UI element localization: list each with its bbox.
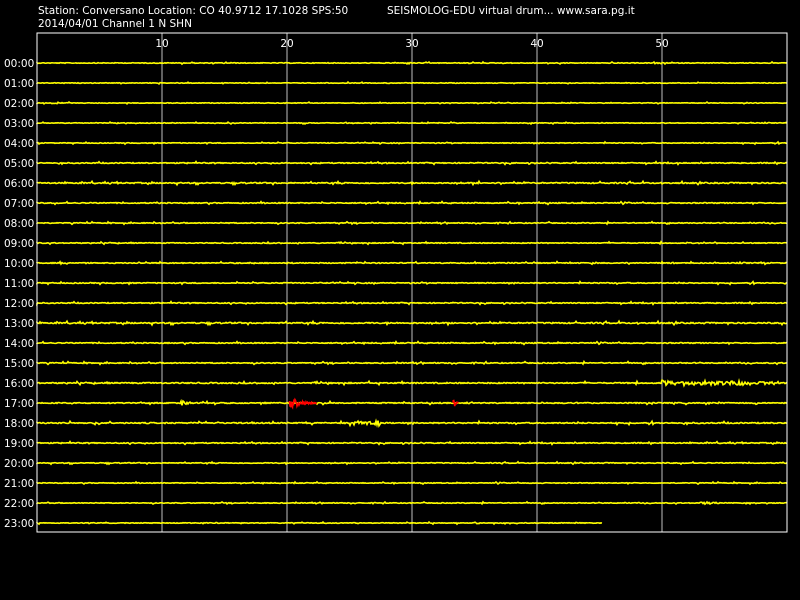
x-tick-label: 50 <box>655 38 668 50</box>
trace-row-1800 <box>36 418 788 428</box>
trace-row-0700 <box>36 200 788 206</box>
hour-label: 09:00 <box>4 238 34 250</box>
trace-row-0100 <box>36 80 788 86</box>
station-info: Station: Conversano Location: CO 40.9712… <box>38 5 349 17</box>
hour-label: 19:00 <box>4 438 34 450</box>
hour-label: 20:00 <box>4 458 34 470</box>
trace-row-1000 <box>36 260 788 266</box>
x-tick-labels: 10 20 30 40 50 <box>155 38 668 50</box>
trace-row-1500 <box>36 359 788 366</box>
trace-row-1100 <box>36 280 788 286</box>
hour-label: 14:00 <box>4 338 34 350</box>
trace-row-2000 <box>36 460 788 466</box>
hour-label: 11:00 <box>4 278 34 290</box>
trace-row-1300 <box>36 319 788 327</box>
hour-label: 02:00 <box>4 98 34 110</box>
x-tick-label: 20 <box>280 38 293 50</box>
x-tick-label: 10 <box>155 38 168 50</box>
trace-row-0600 <box>36 179 788 187</box>
trace-row-2200 <box>36 500 788 506</box>
hour-label: 06:00 <box>4 178 34 190</box>
hour-label: 16:00 <box>4 378 34 390</box>
trace-row-0400 <box>36 140 788 146</box>
seismic-event-2 <box>452 399 459 407</box>
trace-row-1400 <box>36 340 788 346</box>
hour-label: 01:00 <box>4 78 34 90</box>
hour-label: 22:00 <box>4 498 34 510</box>
trace-row-2300 <box>36 520 603 526</box>
trace-row-1600 <box>36 378 788 388</box>
hour-label: 18:00 <box>4 418 34 430</box>
trace-row-0900 <box>36 240 788 246</box>
traces <box>36 60 788 526</box>
app-title: SEISMOLOG-EDU virtual drum... www.sara.p… <box>387 5 635 17</box>
trace-row-1700 <box>36 398 788 406</box>
hour-label: 21:00 <box>4 478 34 490</box>
hour-label: 04:00 <box>4 138 34 150</box>
hour-label: 12:00 <box>4 298 34 310</box>
hour-label: 23:00 <box>4 518 34 530</box>
x-tick-label: 40 <box>530 38 543 50</box>
seismic-event-1 <box>288 397 318 410</box>
hour-label: 07:00 <box>4 198 34 210</box>
hour-label: 08:00 <box>4 218 34 230</box>
hour-label: 03:00 <box>4 118 34 130</box>
trace-row-0000 <box>36 60 788 66</box>
hour-label: 15:00 <box>4 358 34 370</box>
hour-label: 17:00 <box>4 398 34 410</box>
hour-label: 10:00 <box>4 258 34 270</box>
hour-label: 13:00 <box>4 318 34 330</box>
trace-row-1200 <box>36 300 788 307</box>
date-channel-info: 2014/04/01 Channel 1 N SHN <box>38 18 192 30</box>
trace-row-0800 <box>36 220 788 226</box>
hour-labels: 00:00 01:00 02:00 03:00 04:00 05:00 06:00 07:00… <box>4 58 34 530</box>
x-tick-label: 30 <box>405 38 418 50</box>
trace-row-0500 <box>36 160 788 166</box>
trace-row-1900 <box>36 440 788 446</box>
hour-label: 05:00 <box>4 158 34 170</box>
hour-label: 00:00 <box>4 58 34 70</box>
trace-row-0300 <box>36 120 788 126</box>
plot-frame <box>36 32 788 533</box>
trace-row-2100 <box>36 480 788 486</box>
trace-row-0200 <box>36 101 788 105</box>
